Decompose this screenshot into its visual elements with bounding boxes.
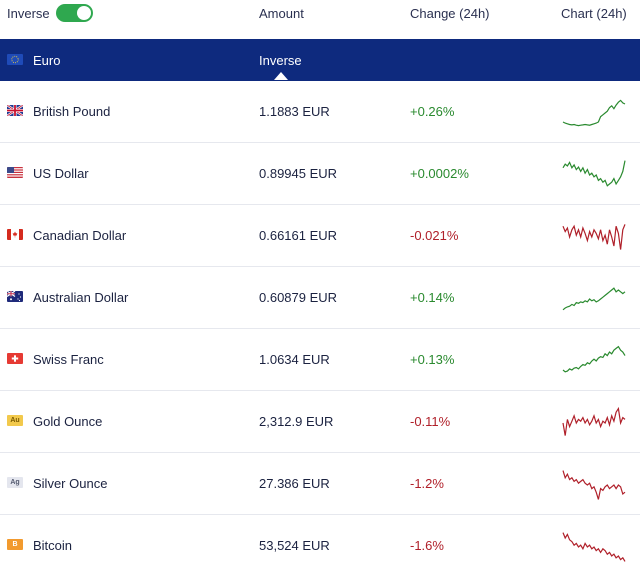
currency-name[interactable]: Australian Dollar [33,290,129,305]
change-24h: +0.0002% [410,166,469,181]
sparkline-chart [562,287,626,311]
currency-row[interactable]: US Dollar 0.89945 EUR +0.0002% [0,143,640,205]
change-24h: +0.13% [410,352,455,367]
table-header: Inverse Amount Change (24h) Chart (24h) [0,0,640,39]
currency-name[interactable]: British Pound [33,104,111,119]
caret-up-icon [274,72,288,80]
sparkline-chart [562,470,626,500]
currency-name[interactable]: Silver Ounce [33,476,108,491]
sparkline-line [562,345,626,373]
currency-amount: 0.66161 EUR [259,228,338,243]
currency-amount: 27.386 EUR [259,476,330,491]
inverse-toggle[interactable] [56,4,93,22]
sparkline-chart [562,224,626,250]
currency-row[interactable]: Swiss Franc 1.0634 EUR +0.13% [0,329,640,391]
currency-amount: 0.89945 EUR [259,166,338,181]
change-24h: +0.26% [410,104,455,119]
base-currency-name: Euro [33,53,61,68]
column-header-amount[interactable]: Amount [259,6,304,21]
currency-row[interactable]: Ag Silver Ounce 27.386 EUR -1.2% [0,453,640,515]
base-column-label: Inverse [259,53,302,68]
sparkline-chart [562,99,626,127]
currency-name[interactable]: Canadian Dollar [33,228,127,243]
currency-amount: 2,312.9 EUR [259,414,334,429]
change-24h: +0.14% [410,290,455,305]
currency-row[interactable]: Australian Dollar 0.60879 EUR +0.14% [0,267,640,329]
change-24h: -1.2% [410,476,444,491]
currency-row[interactable]: Au Gold Ounce 2,312.9 EUR -0.11% [0,391,640,453]
column-header-change[interactable]: Change (24h) [410,6,490,21]
sparkline-chart [562,345,626,373]
column-header-chart: Chart (24h) [561,6,627,21]
sparkline-line [562,99,626,127]
toggle-knob [77,6,91,20]
gold-icon: Au [7,415,23,426]
eu-flag-icon [7,54,23,65]
sparkline-line [562,287,626,311]
swiss-flag-icon [7,353,23,364]
currency-amount: 1.0634 EUR [259,352,330,367]
uk-flag-icon [7,105,23,116]
symbol-badge: B [12,541,18,548]
currency-name[interactable]: Gold Ounce [33,414,103,429]
base-currency-row[interactable]: Euro Inverse [0,39,640,81]
inverse-label: Inverse [7,6,50,21]
silver-icon: Ag [7,477,23,488]
bitcoin-icon: B [7,539,23,550]
currency-name[interactable]: Swiss Franc [33,352,104,367]
canada-flag-icon [7,229,23,240]
australia-flag-icon [7,291,23,302]
sparkline-chart [562,160,626,187]
currency-amount: 53,524 EUR [259,538,330,553]
sparkline-line [562,406,626,436]
currency-name[interactable]: US Dollar [33,166,89,181]
symbol-badge: Ag [10,479,20,486]
currency-amount: 0.60879 EUR [259,290,338,305]
change-24h: -0.021% [410,228,459,243]
sparkline-line [562,470,626,500]
currency-amount: 1.1883 EUR [259,104,330,119]
us-flag-icon [7,167,23,178]
sparkline-chart [562,406,626,436]
currency-row[interactable]: British Pound 1.1883 EUR +0.26% [0,81,640,143]
currency-row[interactable]: B Bitcoin 53,524 EUR -1.6% [0,515,640,567]
sparkline-line [562,532,626,562]
change-24h: -1.6% [410,538,444,553]
currency-name[interactable]: Bitcoin [33,538,73,553]
currency-row[interactable]: Canadian Dollar 0.66161 EUR -0.021% [0,205,640,267]
sparkline-line [562,224,626,250]
sparkline-line [562,160,626,187]
symbol-badge: Au [10,417,20,424]
change-24h: -0.11% [410,414,451,429]
sparkline-chart [562,532,626,562]
